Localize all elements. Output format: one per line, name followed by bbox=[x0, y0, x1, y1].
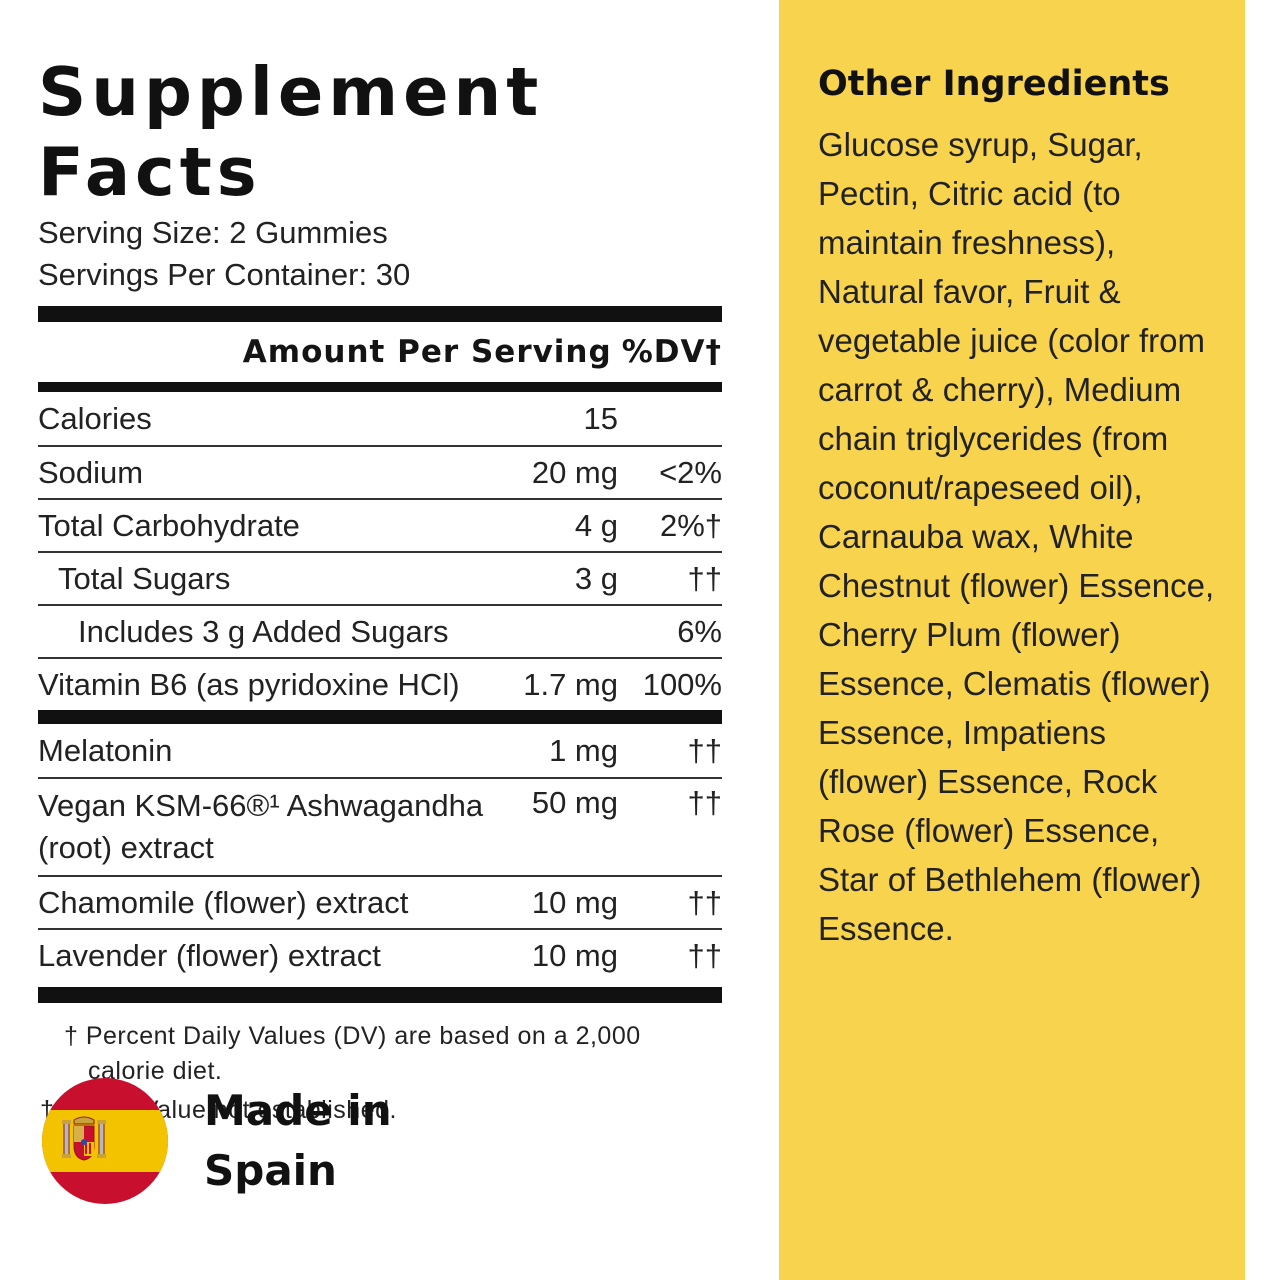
nutrient-name: Includes 3 g Added Sugars bbox=[78, 613, 449, 649]
nutrient-dv: †† bbox=[687, 560, 722, 596]
table-row: Melatonin 1 mg †† bbox=[38, 724, 722, 777]
servings-per-container: Servings Per Container: 30 bbox=[38, 257, 411, 292]
nutrient-rows: Calories 15 Sodium 20 mg <2% Total Carbo… bbox=[38, 392, 722, 710]
nutrient-amount: 15 bbox=[583, 400, 618, 436]
nutrient-name: Calories bbox=[38, 400, 152, 436]
header-dv: %DV† bbox=[621, 334, 722, 370]
made-in-line1: Made in bbox=[204, 1086, 392, 1135]
nutrient-dv: 100% bbox=[642, 666, 722, 702]
nutrient-name: Total Sugars bbox=[58, 560, 231, 596]
other-ingredients-title: Other Ingredients bbox=[818, 64, 1170, 104]
ingredient-dv: †† bbox=[687, 937, 722, 973]
table-row: Total Sugars 3 g †† bbox=[38, 551, 722, 604]
header-amount: Amount Per Serving bbox=[242, 334, 612, 370]
table-row: Lavender (flower) extract 10 mg †† bbox=[38, 928, 722, 981]
table-row: Includes 3 g Added Sugars 6% bbox=[38, 604, 722, 657]
ingredient-dv: †† bbox=[687, 884, 722, 920]
other-ingredients-panel bbox=[779, 0, 1245, 1280]
ingredient-amount: 50 mg bbox=[531, 785, 618, 820]
made-in-line2: Spain bbox=[204, 1146, 337, 1195]
ingredient-name: Chamomile (flower) extract bbox=[38, 884, 409, 920]
made-in-label: Made in Spain bbox=[204, 1081, 392, 1201]
table-row: Chamomile (flower) extract 10 mg †† bbox=[38, 875, 722, 928]
table-row: Total Carbohydrate 4 g 2%† bbox=[38, 498, 722, 551]
ingredient-amount: 1 mg bbox=[549, 732, 618, 768]
nutrient-name: Total Carbohydrate bbox=[38, 507, 300, 543]
nutrient-amount: 4 g bbox=[574, 507, 618, 543]
divider-heavy bbox=[38, 710, 722, 724]
ingredient-dv: †† bbox=[687, 732, 722, 768]
nutrient-amount: 3 g bbox=[574, 560, 618, 596]
nutrient-amount: 20 mg bbox=[531, 454, 618, 490]
other-ingredients-text: Glucose syrup, Sugar, Pectin, Citric aci… bbox=[818, 126, 1215, 947]
nutrient-dv: 6% bbox=[677, 613, 722, 649]
divider-thick bbox=[38, 306, 722, 322]
other-ingredients: Other Ingredients Glucose syrup, Sugar, … bbox=[818, 64, 1218, 953]
ingredient-amount: 10 mg bbox=[531, 884, 618, 920]
nutrient-dv: 2%† bbox=[659, 507, 722, 543]
coat-of-arms-icon bbox=[62, 1116, 106, 1161]
nutrient-dv: <2% bbox=[659, 454, 722, 490]
ingredient-name: Vegan KSM-66®¹ Ashwagandha (root) extrac… bbox=[38, 788, 484, 865]
nutrient-name: Vitamin B6 (as pyridoxine HCl) bbox=[38, 666, 460, 702]
ingredient-name: Lavender (flower) extract bbox=[38, 937, 381, 973]
supplement-facts-panel: Supplement Facts Serving Size: 2 Gummies… bbox=[38, 52, 722, 1128]
spain-flag-icon bbox=[42, 1078, 168, 1204]
divider-bottom bbox=[38, 987, 722, 1003]
table-row: Calories 15 bbox=[38, 392, 722, 445]
footnote-dv: † Percent Daily Values (DV) are based on… bbox=[64, 1022, 641, 1050]
table-row: Vegan KSM-66®¹ Ashwagandha (root) extrac… bbox=[38, 777, 722, 875]
serving-size: Serving Size: 2 Gummies bbox=[38, 215, 388, 250]
ingredient-amount: 10 mg bbox=[531, 937, 618, 973]
nutrient-amount: 1.7 mg bbox=[523, 666, 618, 702]
table-row: Vitamin B6 (as pyridoxine HCl) 1.7 mg 10… bbox=[38, 657, 722, 710]
ingredient-dv: †† bbox=[687, 785, 722, 820]
ingredient-rows: Melatonin 1 mg †† Vegan KSM-66®¹ Ashwaga… bbox=[38, 724, 722, 981]
table-header: Amount Per Serving %DV† bbox=[38, 322, 722, 382]
supplement-facts-title: Supplement Facts bbox=[38, 53, 544, 211]
nutrient-name: Sodium bbox=[38, 454, 144, 490]
ingredient-name: Melatonin bbox=[38, 732, 173, 768]
table-row: Sodium 20 mg <2% bbox=[38, 445, 722, 498]
divider-mid bbox=[38, 382, 722, 392]
made-in-spain: Made in Spain bbox=[42, 1078, 392, 1204]
